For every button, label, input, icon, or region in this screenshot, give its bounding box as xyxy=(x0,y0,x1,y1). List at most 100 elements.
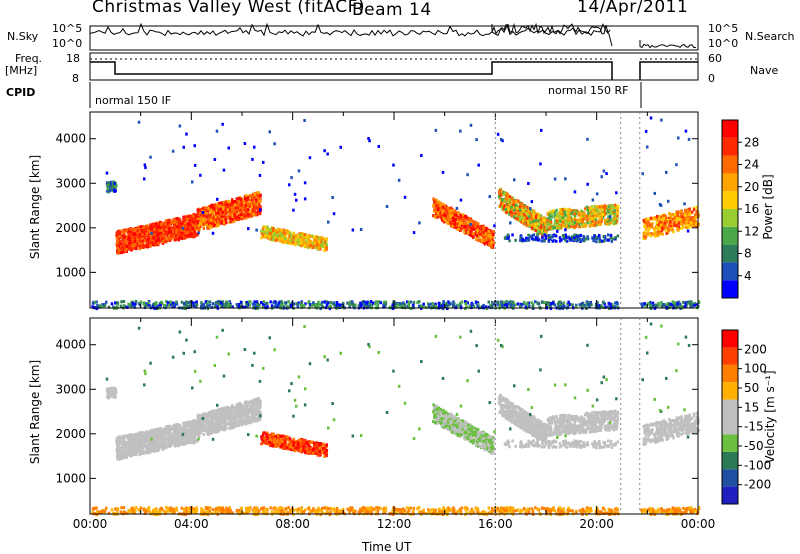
power-cell xyxy=(144,240,147,243)
power-cell xyxy=(194,164,197,167)
power-cell xyxy=(154,235,157,238)
power-cell xyxy=(244,197,247,200)
power-cell xyxy=(386,205,389,208)
power-cell xyxy=(498,195,501,198)
power-cell xyxy=(113,188,116,191)
power-cell xyxy=(239,209,242,212)
power-cell xyxy=(606,223,609,226)
power-cell xyxy=(140,225,143,228)
power-cell xyxy=(672,301,675,304)
power-cell xyxy=(269,300,272,303)
power-cell xyxy=(532,220,535,223)
power-cell xyxy=(392,164,395,167)
power-cell xyxy=(681,215,684,218)
power-cell xyxy=(205,224,208,227)
chart-svg: 1000200030004000100020003000400000:00 04:… xyxy=(0,0,800,554)
power-cell xyxy=(128,236,131,239)
power-cell xyxy=(565,224,568,227)
power-cell xyxy=(682,219,685,222)
power-cell xyxy=(452,217,455,220)
power-cell xyxy=(321,304,324,307)
power-cell xyxy=(670,303,673,306)
power-cell xyxy=(684,214,687,217)
power-cell xyxy=(203,219,206,222)
power-cell xyxy=(122,239,125,242)
power-cell xyxy=(149,156,152,159)
power-cell xyxy=(234,200,237,203)
power-cell xyxy=(450,207,453,210)
power-cell xyxy=(145,233,148,236)
power-cell xyxy=(614,217,617,220)
power-cell xyxy=(432,214,435,217)
power-cell xyxy=(537,302,540,305)
power-cell xyxy=(541,240,544,243)
power-cell xyxy=(114,301,117,304)
power-cell xyxy=(255,198,258,201)
power-cell xyxy=(306,235,309,238)
power-cell xyxy=(385,303,388,306)
power-cell xyxy=(198,228,201,231)
power-cell xyxy=(567,212,570,215)
power-cell xyxy=(663,225,666,228)
power-cell xyxy=(655,232,658,235)
power-cell xyxy=(510,214,512,217)
power-cell xyxy=(217,209,220,212)
power-cell xyxy=(180,234,183,237)
power-cell xyxy=(531,301,534,304)
power-cell xyxy=(609,303,612,306)
power-cell xyxy=(537,220,540,223)
power-cell xyxy=(254,304,257,307)
power-cell xyxy=(225,212,228,215)
power-cell xyxy=(155,243,158,246)
power-cell xyxy=(172,235,175,238)
power-cell xyxy=(535,229,538,232)
power-cell xyxy=(298,243,301,246)
power-cell xyxy=(679,210,682,213)
power-cell xyxy=(413,301,416,304)
power-cell xyxy=(564,177,567,180)
power-cell xyxy=(493,224,496,227)
power-cell xyxy=(477,222,480,225)
power-cell xyxy=(272,227,275,230)
power-cell xyxy=(155,223,158,226)
power-cell xyxy=(195,300,198,303)
power-cell xyxy=(594,221,597,224)
power-cell xyxy=(549,213,552,216)
power-cell xyxy=(408,303,411,306)
power-cell xyxy=(252,209,255,212)
power-cell xyxy=(252,194,255,197)
power-cell xyxy=(507,207,510,210)
power-cell xyxy=(655,304,658,307)
power-cell xyxy=(522,220,525,223)
power-cell xyxy=(528,305,531,308)
power-cell xyxy=(210,219,213,222)
power-cell xyxy=(234,204,237,207)
power-cell xyxy=(563,301,566,304)
power-cell xyxy=(141,233,144,236)
power-cell xyxy=(165,240,168,243)
power-cell xyxy=(160,222,163,225)
power-cell xyxy=(227,305,230,308)
power-cell xyxy=(514,239,517,242)
power-cell xyxy=(489,304,492,307)
power-cell xyxy=(249,194,252,197)
power-cell xyxy=(146,224,149,227)
power-cell xyxy=(612,222,615,225)
power-cell xyxy=(683,221,686,224)
power-cell xyxy=(105,301,108,304)
power-cell xyxy=(121,251,124,254)
power-cell xyxy=(556,230,559,233)
power-cell xyxy=(255,229,258,232)
power-cell xyxy=(132,302,135,305)
power-cell xyxy=(220,221,223,224)
power-cell xyxy=(142,302,145,305)
power-cell xyxy=(159,304,162,307)
power-cell xyxy=(444,219,447,222)
power-cell xyxy=(467,231,470,234)
power-cell xyxy=(564,210,567,213)
power-cell xyxy=(182,227,185,230)
power-cell xyxy=(689,213,692,216)
power-cell xyxy=(175,301,178,304)
power-cell xyxy=(614,214,617,217)
power-cell xyxy=(552,240,555,243)
